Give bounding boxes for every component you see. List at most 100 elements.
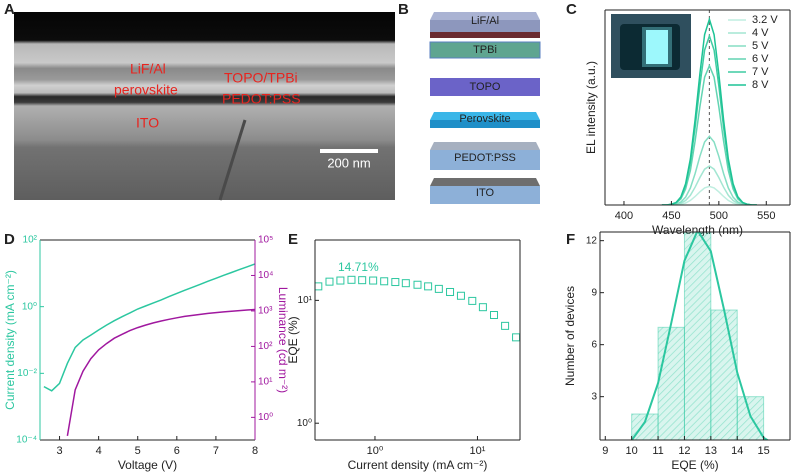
- point: [446, 287, 455, 296]
- x-axis-title: Wavelength (nm): [652, 223, 743, 237]
- x-tick-label: 10⁰: [367, 445, 384, 457]
- x-tick-label: 6: [174, 445, 180, 457]
- y2-tick-label: 10³: [258, 306, 273, 317]
- layer-label: TOPO: [470, 81, 501, 93]
- y2-tick-label: 10⁰: [258, 412, 273, 423]
- legend-label: 4 V: [752, 27, 769, 39]
- point: [424, 282, 433, 291]
- series-line: [661, 135, 757, 205]
- scale-bar-label: 200 nm: [327, 155, 370, 170]
- point: [391, 278, 400, 287]
- sem-label: perovskite: [114, 82, 178, 98]
- y-tick-label: 9: [591, 287, 597, 298]
- series-line: [43, 263, 255, 392]
- point: [512, 333, 520, 342]
- plot-area: [315, 275, 520, 342]
- x-tick-label: 10: [626, 445, 638, 457]
- layer-label: ITO: [476, 187, 495, 199]
- series-line: [66, 308, 255, 437]
- legend-label: 6 V: [752, 53, 769, 65]
- legend-label: 5 V: [752, 40, 769, 52]
- panel-label: A: [4, 1, 15, 18]
- sem-label: PEDOT:PSS: [222, 91, 301, 107]
- plot-area: [629, 232, 770, 440]
- x-tick-label: 14: [731, 445, 743, 457]
- y-tick-label: 3: [591, 391, 597, 402]
- point: [456, 291, 465, 300]
- layer-label: LiF/Al: [471, 15, 499, 27]
- x-tick-label: 10¹: [470, 445, 486, 457]
- point: [347, 275, 356, 284]
- y-axis-title: Current density (mA cm⁻²): [3, 270, 17, 410]
- y-axis-title: Number of devices: [563, 286, 577, 386]
- point: [315, 282, 323, 291]
- sem-label: LiF/Al: [130, 61, 166, 77]
- x-tick-label: 3: [56, 445, 62, 457]
- x-tick-label: 8: [252, 445, 258, 457]
- bar: [736, 396, 765, 440]
- y2-tick-label: 10⁴: [258, 270, 273, 281]
- point: [336, 276, 345, 285]
- sem-label: ITO: [136, 115, 159, 131]
- panel-label: F: [566, 231, 575, 248]
- point: [490, 311, 499, 320]
- inset-photo: [611, 14, 691, 78]
- y2-tick-label: 10²: [258, 341, 273, 352]
- plot-area: [43, 263, 255, 437]
- x-axis-title: Current density (mA cm⁻²): [348, 458, 488, 472]
- x-axis-title: Voltage (V): [118, 458, 177, 472]
- layer-label: Perovskite: [459, 113, 510, 125]
- x-tick-label: 15: [757, 445, 769, 457]
- point: [434, 284, 443, 293]
- bar: [710, 309, 738, 440]
- point: [413, 280, 422, 289]
- y-tick-label: 10⁻²: [17, 368, 37, 379]
- sem-texture: [218, 119, 247, 201]
- x-axis-title: EQE (%): [671, 458, 718, 472]
- device-stack: [429, 12, 541, 204]
- x-tick-label: 9: [602, 445, 608, 457]
- point: [478, 303, 487, 312]
- legend-label: 7 V: [752, 66, 769, 78]
- bar: [683, 232, 712, 440]
- x-tick-label: 5: [135, 445, 141, 457]
- point: [401, 279, 410, 288]
- y-axis-title: EL intensity (a.u.): [584, 61, 598, 154]
- series-line: [661, 16, 757, 205]
- y-tick-label: 10²: [23, 235, 38, 246]
- x-tick-label: 12: [678, 445, 690, 457]
- bar: [657, 326, 685, 440]
- y2-axis-title: Luminance (cd m⁻²): [276, 287, 290, 393]
- y-tick-label: 10⁰: [297, 418, 312, 429]
- y2-tick-label: 10¹: [258, 377, 273, 388]
- point: [325, 277, 334, 286]
- annotation: 14.71%: [338, 260, 379, 274]
- point: [468, 296, 477, 305]
- point: [501, 321, 510, 330]
- panel-label: D: [4, 231, 15, 248]
- x-tick-label: 550: [757, 210, 775, 222]
- x-tick-label: 450: [662, 210, 680, 222]
- fit-curve: [629, 232, 770, 440]
- panel-label: C: [566, 1, 577, 18]
- y2-tick-label: 10⁵: [258, 235, 273, 246]
- x-tick-label: 11: [652, 445, 663, 457]
- y-tick-label: 10⁻⁴: [16, 435, 37, 446]
- layer-label: TPBi: [473, 44, 497, 56]
- panel-label: B: [398, 1, 409, 18]
- panel-label: E: [288, 231, 298, 248]
- x-tick-label: 400: [615, 210, 633, 222]
- x-tick-label: 13: [705, 445, 717, 457]
- y-tick-label: 12: [586, 235, 598, 246]
- sem-label: TOPO/TPBi: [224, 70, 298, 86]
- point: [358, 276, 367, 285]
- sem-image: [14, 12, 395, 200]
- point: [380, 277, 389, 286]
- point: [369, 276, 378, 285]
- y-tick-label: 10¹: [298, 295, 313, 306]
- legend-label: 8 V: [752, 79, 769, 91]
- legend-label: 3.2 V: [752, 14, 778, 26]
- y-tick-label: 6: [591, 339, 597, 350]
